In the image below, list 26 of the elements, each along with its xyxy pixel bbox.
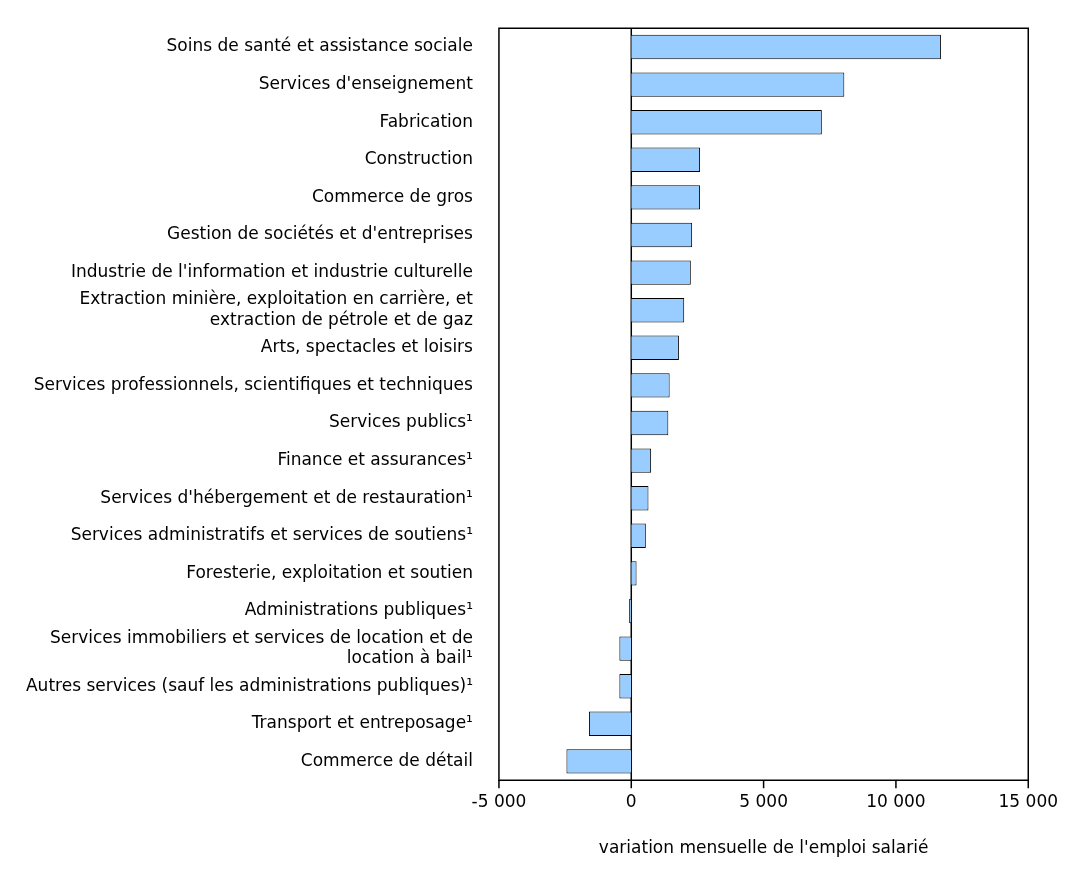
y-tick-label: Commerce de détail xyxy=(300,749,473,770)
y-tick-label: Industrie de l'information et industrie culturelle xyxy=(70,261,473,282)
y-tick-label: Services d'enseignement xyxy=(258,73,474,94)
y-tick-label: Construction xyxy=(364,148,473,169)
x-axis-title: variation mensuelle de l'emploi salarié xyxy=(598,837,929,858)
y-tick-label: Services d'hébergement et de restauration¹ xyxy=(100,486,473,507)
y-tick-label: Gestion de sociétés et d'entreprises xyxy=(167,223,474,244)
y-tick-label: Finance et assurances¹ xyxy=(277,449,473,470)
y-tick-label: Foresterie, exploitation et soutien xyxy=(186,561,473,582)
x-tick-label: 5 000 xyxy=(739,790,788,811)
x-tick-label: 0 xyxy=(625,790,637,811)
y-tick-label: Services publics¹ xyxy=(329,411,473,432)
y-tick-label: Services immobiliers et services de location et de location à bail¹ xyxy=(49,626,473,668)
y-tick-label: Fabrication xyxy=(379,110,473,131)
y-tick-label: Arts, spectacles et loisirs xyxy=(260,336,474,357)
x-tick-label: 10 000 xyxy=(866,790,926,811)
x-tick-label: 15 000 xyxy=(998,790,1058,811)
y-tick-label: Soins de santé et assistance sociale xyxy=(166,35,473,56)
y-tick-label: Commerce de gros xyxy=(311,185,474,206)
y-tick-label: Administrations publiques¹ xyxy=(244,599,473,620)
y-tick-label: Transport et entreposage¹ xyxy=(250,712,473,733)
y-tick-label: Extraction minière, exploitation en carrière, et extraction de pétrole et de gaz xyxy=(79,288,474,329)
y-tick-label: Services professionnels, scientifiques et techniques xyxy=(33,373,474,394)
y-tick-label: Autres services (sauf les administrations publiques)¹ xyxy=(25,674,473,695)
x-tick-label: -5 000 xyxy=(471,790,527,811)
y-tick-label: Services administratifs et services de soutiens¹ xyxy=(70,524,473,545)
